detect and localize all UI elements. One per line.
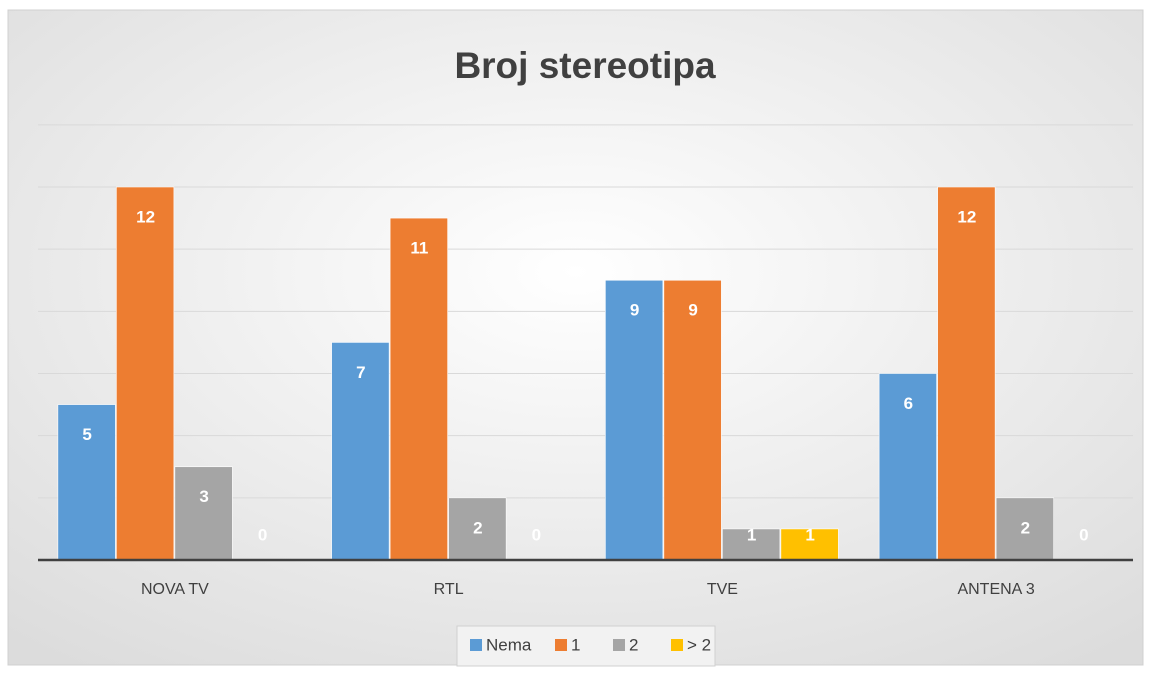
- bar: [174, 466, 233, 561]
- legend-swatch: [613, 639, 625, 651]
- data-label: 9: [630, 301, 639, 320]
- data-label: 1: [805, 525, 814, 544]
- data-label: 11: [410, 239, 428, 258]
- data-label: 7: [356, 363, 365, 382]
- bar: [722, 528, 781, 561]
- data-label: 5: [82, 425, 91, 444]
- data-label: 12: [136, 207, 155, 226]
- bar: [878, 373, 937, 561]
- data-label: 12: [957, 207, 976, 226]
- bar: [780, 528, 839, 561]
- legend-label: > 2: [687, 635, 711, 654]
- legend-label: 1: [571, 635, 580, 654]
- x-tick-label: TVE: [707, 581, 738, 598]
- legend-label: 2: [629, 635, 638, 654]
- x-tick-label: ANTENA 3: [957, 581, 1034, 598]
- bar: [389, 217, 448, 561]
- chart-title: Broj stereotipa: [454, 45, 716, 86]
- bar: [663, 279, 722, 561]
- x-tick-label: RTL: [434, 581, 464, 598]
- data-label: 0: [532, 525, 541, 544]
- data-label: 2: [1021, 518, 1030, 537]
- data-label: 2: [473, 518, 482, 537]
- data-label: 9: [688, 301, 697, 320]
- data-label: 0: [1079, 525, 1088, 544]
- data-label: 6: [904, 394, 913, 413]
- data-label: 0: [258, 525, 267, 544]
- data-label: 1: [747, 525, 756, 544]
- legend-swatch: [555, 639, 567, 651]
- bar: [57, 404, 116, 561]
- legend-label: Nema: [486, 635, 532, 654]
- bar: [331, 342, 390, 561]
- bar: [937, 186, 996, 561]
- x-tick-label: NOVA TV: [141, 581, 209, 598]
- bar: [448, 497, 507, 561]
- legend-swatch: [671, 639, 683, 651]
- legend-swatch: [470, 639, 482, 651]
- bar: [995, 497, 1054, 561]
- data-label: 3: [199, 487, 208, 506]
- bar: [605, 279, 664, 561]
- bar: [116, 186, 175, 561]
